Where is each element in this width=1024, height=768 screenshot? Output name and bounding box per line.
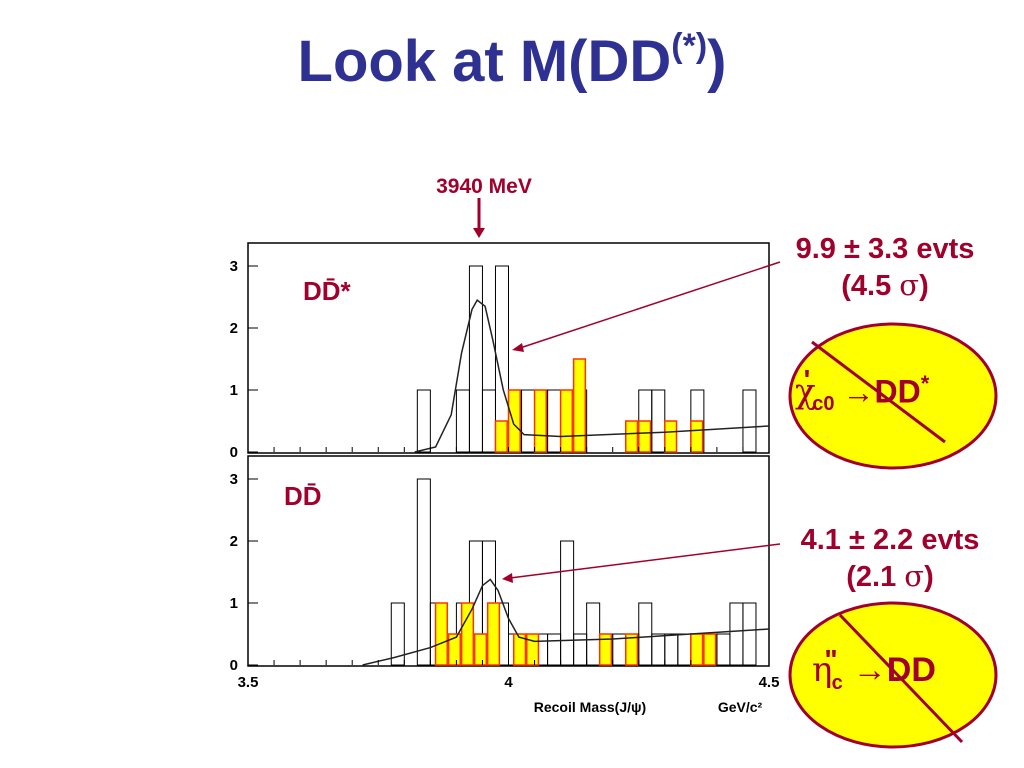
bottom-panel: 0 1 2 3 3.5 4 4.5 (230, 471, 780, 691)
bottom-open-bin (416, 478, 431, 666)
top-filled-bin (638, 420, 652, 453)
bottom-oval-decay: η"c →DD (812, 644, 936, 694)
top-annotation-events: 9.9 ± 3.3 evts (795, 233, 975, 265)
top-y-tick-label: 0 (230, 444, 238, 461)
slide-title: Look at M(DD(*)) (0, 26, 1024, 95)
mass-marker-label: 3940 MeV (436, 175, 532, 198)
bottom-open-bin (547, 633, 562, 666)
bottom-open-bin (560, 540, 575, 666)
bottom-open-bin (742, 602, 757, 666)
x-axis-unit: GeV/c² (718, 699, 763, 715)
top-open-bin (651, 389, 666, 453)
top-open-bin (547, 389, 562, 453)
bottom-open-bin (651, 633, 666, 666)
bottom-y-tick-label: 2 (230, 533, 238, 550)
top-filled-bin (533, 389, 548, 453)
top-panel-frame (247, 242, 770, 454)
bottom-filled-bin (434, 602, 449, 666)
top-y-tick-label: 2 (230, 320, 238, 337)
top-fit-curve (414, 298, 770, 453)
bottom-oval (788, 601, 998, 749)
top-panel-label: DD̄* (303, 276, 352, 306)
title-superscript: (*) (671, 26, 708, 65)
bottom-y-tick-label: 0 (230, 657, 238, 674)
bottom-annotation-arrow-head (502, 573, 513, 583)
bottom-filled-bin (703, 633, 717, 666)
bottom-panel-frame (247, 455, 770, 667)
bottom-y-tick-label: 1 (230, 595, 238, 612)
bottom-filled-bin (512, 633, 527, 666)
bottom-annotation-events: 4.1 ± 2.2 evts (800, 524, 980, 556)
top-open-bin (468, 265, 483, 453)
top-y-tick-label: 3 (230, 258, 238, 275)
bottom-filled-bin (473, 633, 488, 666)
top-filled-bin (507, 389, 521, 453)
top-annotation-significance: (4.5 σ) (841, 268, 929, 302)
top-filled-bin (664, 420, 678, 453)
top-open-bin (742, 389, 757, 453)
bottom-filled-bin (447, 633, 462, 666)
bottom-open-bin (573, 633, 588, 666)
bottom-y-tick-label: 3 (230, 471, 238, 488)
top-open-bin (455, 389, 470, 453)
bottom-filled-bin (624, 633, 639, 666)
top-oval-decay: χ'c0 →DD* (795, 363, 930, 416)
bottom-open-bin (390, 602, 405, 666)
title-close: ) (707, 29, 727, 94)
mass-marker-arrow-head (473, 228, 485, 238)
top-oval (788, 322, 998, 470)
x-axis-label: Recoil Mass(J/ψ) (534, 699, 646, 715)
bottom-open-bin (638, 602, 653, 666)
bottom-filled-bin (598, 633, 613, 666)
top-open-bin (416, 389, 431, 453)
top-filled-bin (572, 358, 587, 453)
bottom-annotation-arrow (509, 543, 781, 579)
x-tick-label: 4 (504, 674, 513, 691)
top-annotation-arrow-head (512, 343, 524, 352)
top-open-bin (521, 389, 536, 453)
bottom-open-bin (716, 633, 731, 666)
bottom-panel-label: DD̄ (284, 481, 322, 511)
bottom-fit-curve (362, 578, 770, 666)
top-open-bin (481, 389, 496, 453)
bottom-oval-strike (838, 613, 964, 744)
top-oval-strike (811, 340, 946, 444)
top-annotation: 9.9 ± 3.3 evts (4.5 σ) (775, 231, 995, 304)
top-filled-bin (559, 389, 574, 453)
top-annotation-arrow (519, 261, 781, 349)
x-tick-label: 4.5 (759, 674, 780, 691)
bottom-filled-bin (690, 633, 704, 666)
top-panel: 0 1 2 3 (230, 258, 770, 461)
bottom-annotation: 4.1 ± 2.2 evts (2.1 σ) (775, 522, 1005, 595)
top-filled-bin (494, 420, 508, 453)
bottom-annotation-significance: (2.1 σ) (846, 559, 934, 593)
bottom-open-bin (664, 633, 679, 666)
bottom-filled-bin (460, 602, 475, 666)
x-tick-label: 3.5 (238, 674, 259, 691)
bottom-filled-bin (525, 633, 540, 666)
bottom-open-bin (729, 602, 744, 666)
title-main: Look at M(DD (297, 29, 672, 94)
top-y-tick-label: 1 (230, 382, 238, 399)
top-filled-bin (690, 420, 704, 453)
bottom-filled-bin (486, 602, 501, 666)
bottom-open-bin (677, 633, 692, 666)
top-filled-bin (624, 420, 639, 453)
bottom-open-bin (586, 602, 601, 666)
